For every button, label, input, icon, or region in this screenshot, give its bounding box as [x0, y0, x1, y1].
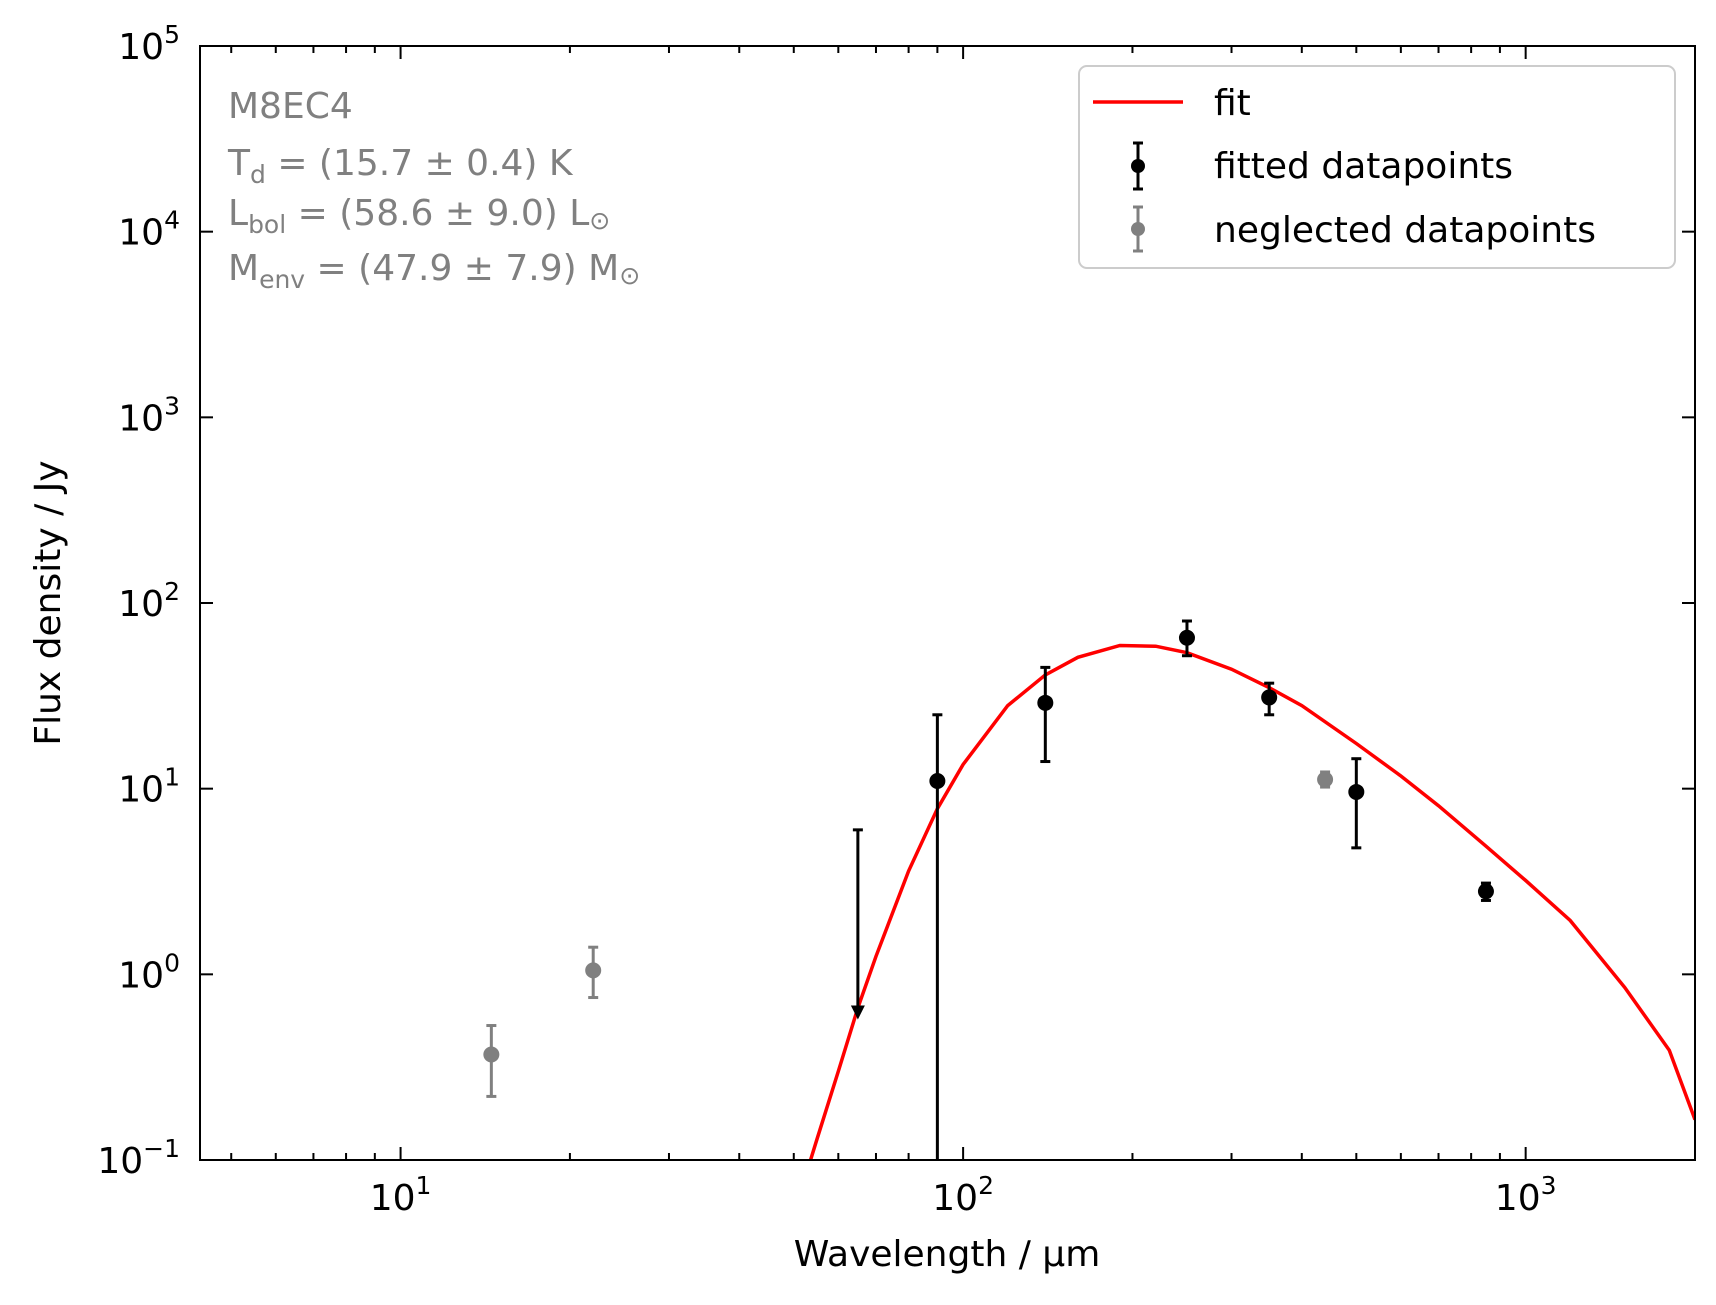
- y-tick-label: 10−1: [97, 1134, 180, 1182]
- y-tick-label: 100: [118, 948, 180, 996]
- x-tick-label: 103: [1495, 1171, 1557, 1219]
- plot-frame: [199, 45, 1696, 1161]
- neglected-datapoint: [483, 1024, 500, 1098]
- neglected-datapoint: [585, 945, 602, 1000]
- x-tick-label: 101: [370, 1171, 432, 1219]
- legend-fitted-label: fitted datapoints: [1214, 146, 1513, 187]
- y-tick-label: 105: [118, 20, 180, 68]
- fitted-datapoint: [1348, 757, 1365, 850]
- legend-box: [1078, 65, 1676, 269]
- y-tick-label: 102: [118, 577, 180, 625]
- bolometric-luminosity: Lbol = (58.6 ± 9.0) L⊙: [228, 193, 610, 239]
- data-points: [483, 619, 1494, 1160]
- axis-ticks: [200, 45, 1696, 1161]
- fitted-datapoint: [1477, 881, 1494, 902]
- y-tick-label: 103: [118, 391, 180, 439]
- annotation: M8EC4 Td = (15.7 ± 0.4) K Lbol = (58.6 ±…: [227, 86, 640, 294]
- y-tick-label: 104: [118, 206, 180, 254]
- legend-neglected-swatch: [1131, 205, 1145, 253]
- fitted-datapoint: [1037, 665, 1054, 764]
- source-name: M8EC4: [228, 86, 353, 127]
- upper-limit-point: [850, 828, 865, 1020]
- fitted-datapoint: [1178, 619, 1195, 658]
- y-tick-labels: 10−1 100 101 102 103 104 105: [97, 20, 180, 1182]
- fitted-datapoint: [929, 713, 946, 1160]
- x-tick-label: 102: [932, 1171, 994, 1219]
- y-axis-label: Flux density / Jy: [28, 460, 69, 745]
- x-tick-labels: 101 102 103: [370, 1171, 1557, 1219]
- x-axis-label: Wavelength / μm: [794, 1234, 1101, 1275]
- neglected-datapoint: [1317, 770, 1334, 789]
- legend: fit fitted datapoints neglected datapoin…: [1078, 65, 1676, 269]
- envelope-mass: Menv = (47.9 ± 7.9) M⊙: [228, 248, 640, 294]
- legend-fitted-swatch: [1131, 141, 1145, 191]
- legend-neglected-label: neglected datapoints: [1214, 210, 1596, 251]
- fit-curve: [808, 643, 1695, 1160]
- fitted-datapoint: [1261, 681, 1278, 717]
- dust-temperature: Td = (15.7 ± 0.4) K: [227, 143, 574, 189]
- y-tick-label: 101: [118, 763, 180, 811]
- legend-fit-label: fit: [1214, 83, 1251, 124]
